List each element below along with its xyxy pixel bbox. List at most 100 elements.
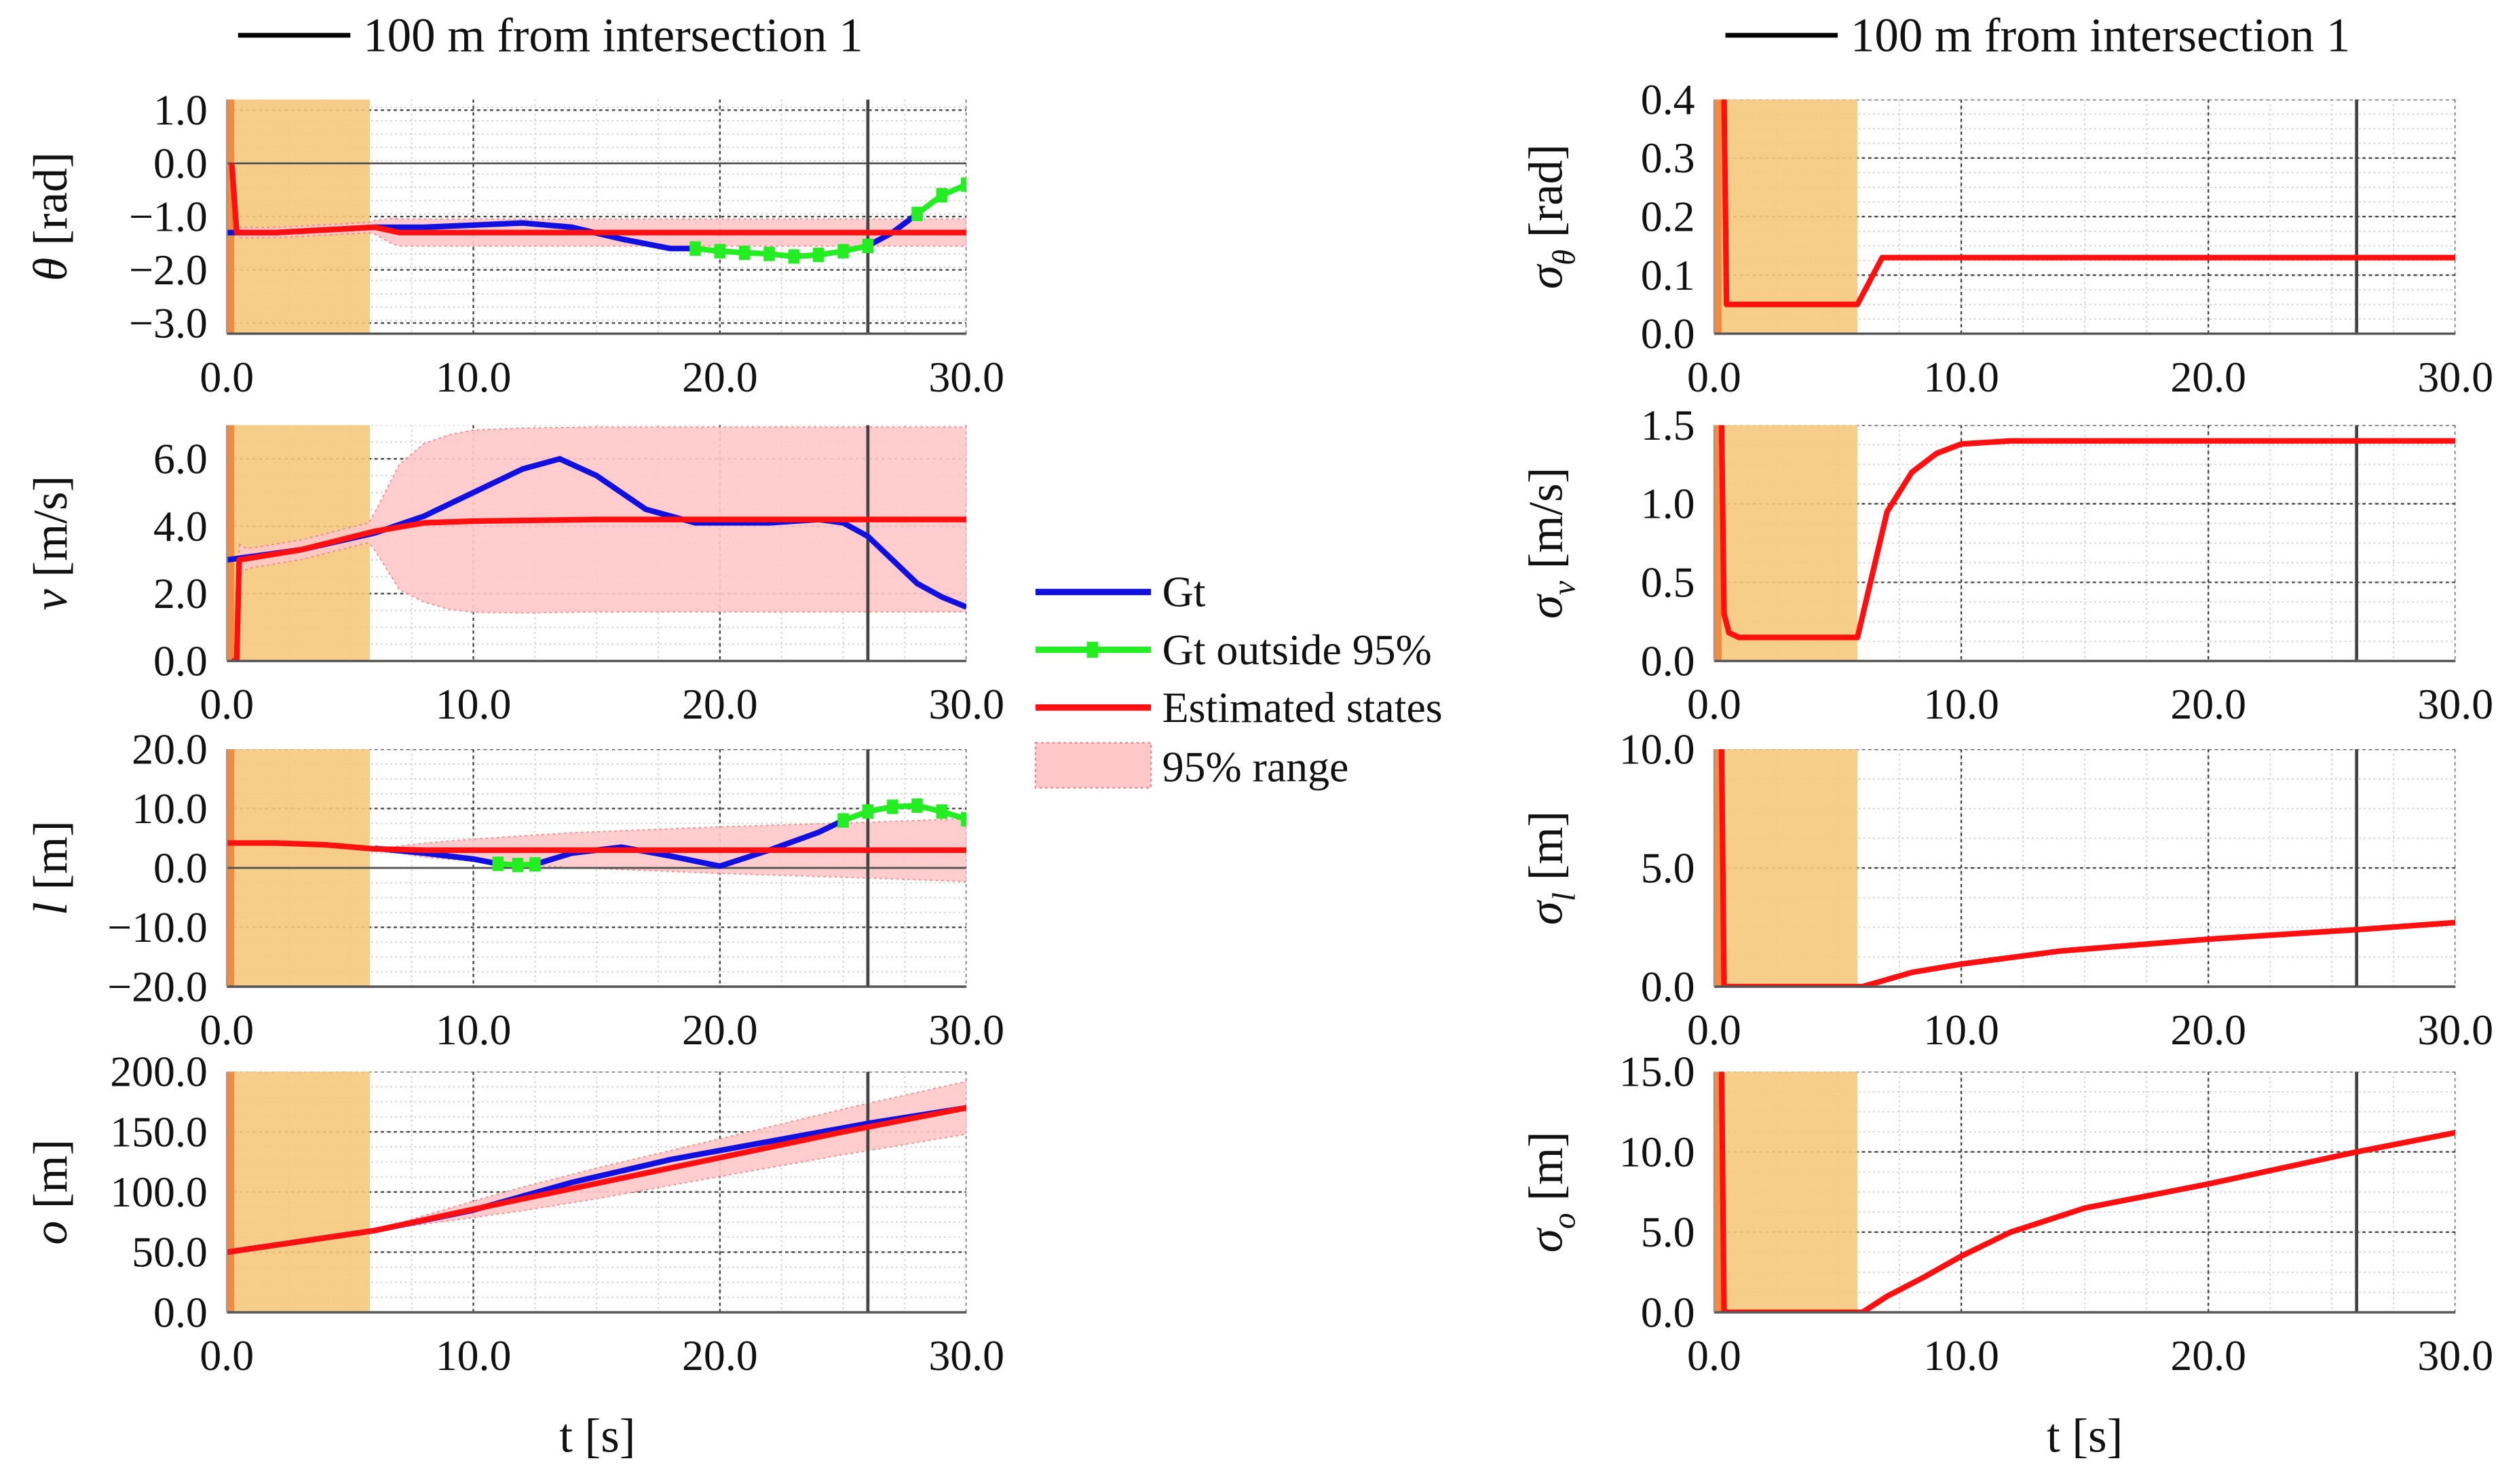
init-strip bbox=[227, 425, 235, 662]
init-region bbox=[1714, 749, 1858, 987]
estimated-line bbox=[1721, 99, 2456, 307]
y-axis-subscript: o bbox=[1547, 1213, 1582, 1229]
y-axis-label: σv [m/s] bbox=[1519, 468, 1582, 619]
x-tick-label: 30.0 bbox=[2417, 680, 2493, 728]
x-tick-label: 0.0 bbox=[200, 353, 254, 401]
gt-outside-marker bbox=[714, 244, 726, 259]
init-region bbox=[227, 1071, 370, 1313]
panel-sigma_l: 0.0 5.0 10.0 0.0 10.0 20.0 30.0 σl [m] bbox=[1519, 725, 2493, 1054]
y-axis-label: σo [m] bbox=[1519, 1131, 1582, 1253]
gt-outside-marker bbox=[936, 188, 948, 203]
plot-area bbox=[227, 99, 967, 334]
x-tick-label: 20.0 bbox=[2170, 680, 2246, 728]
y-tick-label: −1.0 bbox=[129, 192, 208, 240]
gt-outside-marker bbox=[788, 249, 800, 264]
y-axis-unit: [m] bbox=[1519, 811, 1572, 892]
init-region bbox=[1714, 99, 1858, 334]
x-axis-label-right: t [s] bbox=[2047, 1410, 2123, 1463]
gt-outside-marker bbox=[738, 245, 751, 261]
init-strip bbox=[1714, 99, 1722, 334]
y-tick-label: 0.2 bbox=[1641, 192, 1695, 240]
y-axis-unit: [m/s] bbox=[24, 476, 77, 589]
y-tick-label: 0.0 bbox=[1641, 309, 1695, 358]
x-tick-label: 30.0 bbox=[928, 680, 1004, 728]
y-axis-unit: [m] bbox=[24, 820, 77, 902]
x-tick-label: 30.0 bbox=[928, 1006, 1004, 1054]
y-tick-label: −2.0 bbox=[129, 246, 208, 294]
plot-area bbox=[1714, 749, 2456, 987]
x-tick-label: 30.0 bbox=[2417, 353, 2493, 401]
y-axis-unit: [m/s] bbox=[1519, 468, 1572, 581]
y-tick-label: 1.0 bbox=[1641, 480, 1695, 528]
y-axis-symbol: θ bbox=[24, 258, 77, 282]
y-axis-symbol: l bbox=[24, 902, 77, 915]
y-tick-label: 150.0 bbox=[110, 1107, 208, 1156]
estimated-line bbox=[227, 1105, 967, 1255]
y-tick-label: 200.0 bbox=[110, 1048, 208, 1096]
estimated-line bbox=[227, 840, 967, 853]
gt-outside-marker bbox=[529, 857, 541, 872]
x-tick-label: 10.0 bbox=[436, 353, 512, 401]
legend-label-range: 95% range bbox=[1162, 742, 1349, 791]
x-tick-label: 0.0 bbox=[1687, 680, 1741, 728]
y-tick-label: 0.0 bbox=[153, 843, 208, 892]
y-tick-label: 0.0 bbox=[1641, 636, 1695, 685]
x-tick-label: 20.0 bbox=[682, 1006, 758, 1054]
y-tick-label: 0.1 bbox=[1641, 251, 1695, 299]
estimated-line bbox=[1718, 749, 2456, 987]
x-tick-label: 20.0 bbox=[682, 680, 758, 728]
init-strip bbox=[1714, 1071, 1722, 1313]
legend-swatch-range bbox=[1034, 742, 1152, 789]
gt-outside-marker bbox=[512, 858, 524, 873]
plot-area bbox=[227, 1071, 967, 1313]
x-axis-label-left: t [s] bbox=[559, 1410, 635, 1463]
panel-sigma_o: 0.0 5.0 10.0 15.0 0.0 10.0 20.0 30.0 σo [m] bbox=[1519, 1048, 2493, 1380]
panel-o: 0.0 50.0 100.0 150.0 200.0 0.0 10.0 20.0 30.0 o [… bbox=[24, 1048, 1004, 1380]
top-legend-left: 100 m from intersection 1 bbox=[238, 9, 863, 62]
panel-sigma_v: 0.0 0.5 1.0 1.5 0.0 10.0 20.0 30.0 σv [m/s] bbox=[1519, 401, 2493, 728]
plot-area bbox=[227, 425, 967, 662]
y-tick-label: −3.0 bbox=[129, 299, 208, 347]
series-legend: Gt Gt outside 95% Estimated states 95% r… bbox=[1034, 568, 1443, 791]
confidence-band bbox=[239, 1080, 967, 1251]
y-axis-label: σθ [rad] bbox=[1519, 144, 1582, 289]
gt-outside-marker bbox=[763, 246, 775, 261]
y-tick-label: 4.0 bbox=[153, 502, 208, 550]
y-tick-label: 100.0 bbox=[110, 1168, 208, 1216]
y-axis-label: v [m/s] bbox=[24, 476, 77, 611]
y-tick-label: 0.0 bbox=[153, 636, 208, 685]
y-axis-symbol: σ bbox=[1519, 593, 1572, 619]
panel-sigma_theta: 0.0 0.1 0.2 0.3 0.4 0.0 10.0 20.0 30.0 σθ [rad] bbox=[1519, 75, 2493, 401]
y-tick-label: 1.5 bbox=[1641, 401, 1695, 449]
legend-marker-gt-outside bbox=[1086, 641, 1099, 658]
x-tick-label: 30.0 bbox=[928, 353, 1004, 401]
legend-label-intersection: 100 m from intersection 1 bbox=[1851, 9, 2350, 62]
y-axis-symbol: o bbox=[24, 1221, 77, 1244]
y-tick-label: 0.0 bbox=[153, 1288, 208, 1336]
y-tick-label: 20.0 bbox=[132, 725, 208, 773]
plot-area bbox=[227, 749, 967, 987]
y-axis-subscript: θ bbox=[1547, 250, 1582, 265]
y-tick-label: 2.0 bbox=[153, 569, 208, 617]
x-tick-label: 0.0 bbox=[1687, 1331, 1741, 1380]
y-axis-label: θ [rad] bbox=[24, 152, 77, 281]
estimated-line bbox=[231, 516, 967, 662]
gt-outside-marker bbox=[837, 813, 849, 828]
x-tick-label: 0.0 bbox=[1687, 353, 1741, 401]
gt-outside-marker bbox=[812, 248, 825, 263]
gt-outside-marker bbox=[689, 241, 701, 256]
y-axis-unit: [rad] bbox=[1519, 144, 1572, 249]
legend-label-gt-outside: Gt outside 95% bbox=[1162, 626, 1432, 674]
gt-outside-marker bbox=[862, 238, 874, 253]
x-tick-label: 20.0 bbox=[2170, 1331, 2246, 1380]
init-region bbox=[1714, 1071, 1858, 1313]
panel-theta: 1.0 0.0 −1.0 −2.0 −3.0 0.0 10.0 20.0 30.0 θ [rad] bbox=[24, 86, 1004, 401]
gt-outside-marker bbox=[911, 206, 923, 221]
y-tick-label: 15.0 bbox=[1619, 1048, 1695, 1096]
x-tick-label: 20.0 bbox=[682, 353, 758, 401]
y-axis-symbol: v bbox=[24, 589, 77, 611]
init-strip bbox=[227, 99, 235, 334]
plot-area bbox=[1714, 425, 2456, 662]
x-tick-label: 0.0 bbox=[1687, 1006, 1741, 1054]
